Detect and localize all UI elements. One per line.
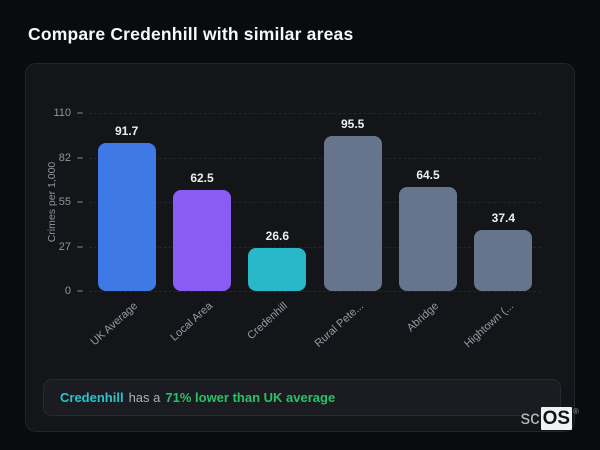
bar-value-label: 62.5 <box>190 170 214 185</box>
registered-mark-icon: ® <box>573 407 579 416</box>
x-category-label: Rural Pete... <box>312 300 366 350</box>
bar-value-label: 26.6 <box>265 228 289 243</box>
y-tick-label: 55 <box>58 196 71 208</box>
bar-value-label: 64.5 <box>416 167 440 182</box>
gridline <box>89 158 541 160</box>
scos-logo: sc OS ® <box>521 407 579 431</box>
note-box: Credenhill has a 71% lower than UK avera… <box>43 379 561 416</box>
x-category-label: Local Area <box>168 300 216 344</box>
bar-value-label: 37.4 <box>491 211 515 226</box>
gridline <box>89 202 541 203</box>
y-tick-mark <box>77 157 83 160</box>
logo-suffix: OS <box>540 407 573 430</box>
y-tick-label: 27 <box>58 241 71 254</box>
x-category-label: Hightown (... <box>462 300 517 351</box>
bar[interactable] <box>173 189 231 291</box>
gridline <box>89 247 541 249</box>
gridline <box>89 113 541 114</box>
y-tick-label: 0 <box>64 285 71 297</box>
logo-prefix: sc <box>520 408 540 429</box>
bar[interactable] <box>323 136 382 291</box>
y-tick-mark <box>77 201 83 203</box>
y-tick-label: 82 <box>58 152 71 165</box>
chart-card: Crimes per 1,000 0 27 55 82 110 91.7 UK Averag… <box>25 63 575 432</box>
bar[interactable] <box>474 230 533 291</box>
x-category-label: Abridge <box>404 300 442 335</box>
bar[interactable] <box>248 247 307 291</box>
page-title: Compare Credenhill with similar areas <box>28 24 354 44</box>
y-tick-mark <box>77 290 83 292</box>
bar[interactable] <box>399 186 457 291</box>
y-tick-label: 110 <box>53 107 71 119</box>
y-tick-mark <box>77 112 83 114</box>
x-category-label: Credenhill <box>245 300 291 343</box>
note-middle-text: has a <box>128 390 161 405</box>
bar-value-label: 91.7 <box>114 123 139 138</box>
y-tick-mark <box>77 246 83 249</box>
bar[interactable] <box>97 142 156 291</box>
note-comparison-text: 71% lower than UK average <box>165 390 336 405</box>
plot-area: 0 27 55 82 110 91.7 UK Average 62.5 Local Area 26… <box>53 107 541 350</box>
note-area-name: Credenhill <box>60 390 124 405</box>
bar-value-label: 95.5 <box>340 117 365 132</box>
gridline <box>89 291 541 292</box>
x-category-label: UK Average <box>88 300 140 349</box>
